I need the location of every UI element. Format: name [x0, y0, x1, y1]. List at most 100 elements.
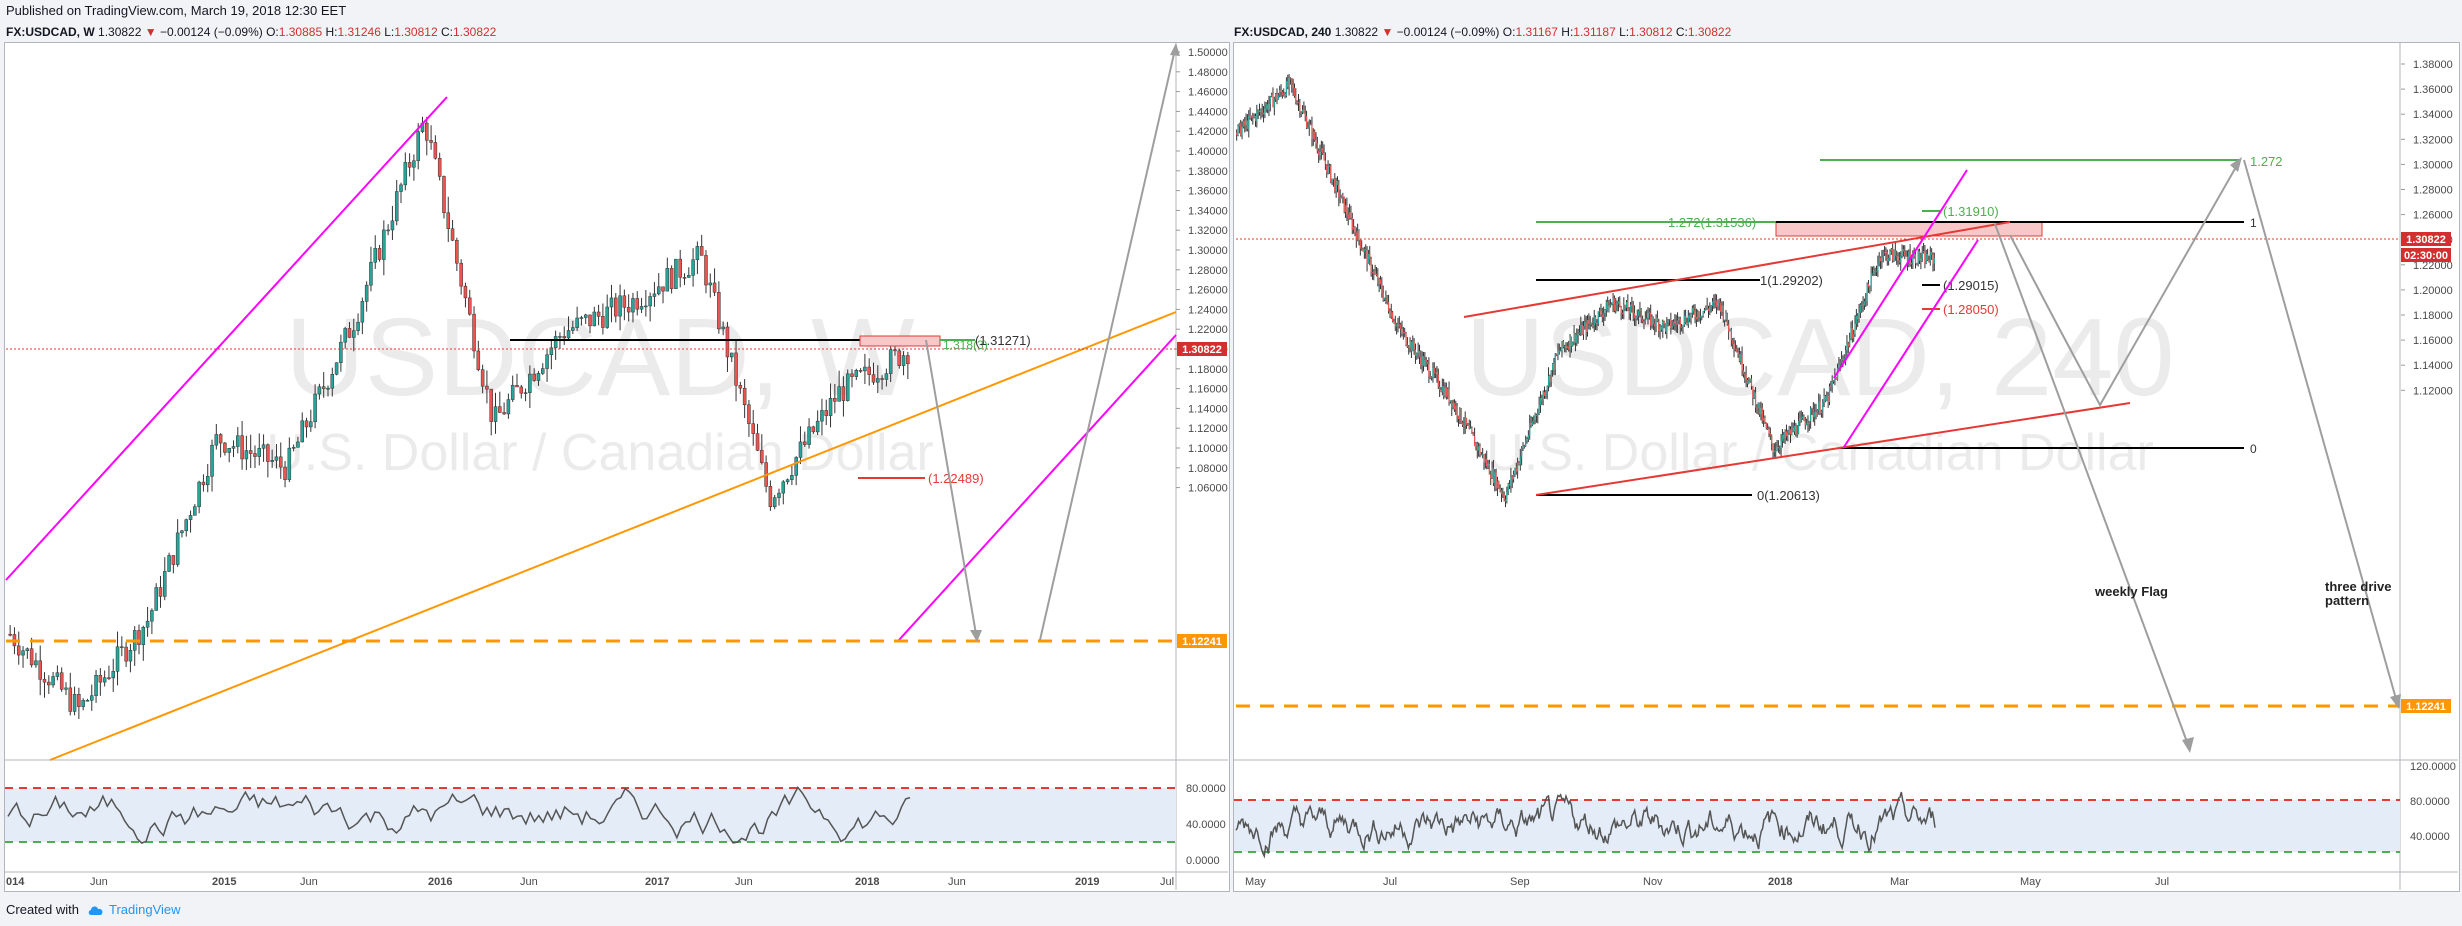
left-c-label: C:	[440, 25, 453, 39]
left-chart-frame[interactable]	[4, 42, 1230, 892]
right-candle	[1482, 454, 1484, 456]
left-price-tick-label: 1.22000	[1188, 324, 1228, 336]
left-price-axis[interactable]: 1.50000 1.48000 1.46000 1.44000 1.42000 1.400…	[1176, 47, 1228, 495]
right-candle	[1705, 306, 1707, 310]
right-candle	[1355, 232, 1357, 241]
right-price-tick-label: 1.28000	[2413, 185, 2453, 197]
right-candle	[1526, 439, 1528, 441]
right-candle	[1266, 104, 1269, 110]
right-candle	[1283, 93, 1285, 96]
right-candle	[1397, 324, 1399, 327]
right-level-1-label: 1	[2250, 216, 2257, 230]
right-candle	[1893, 250, 1895, 261]
left-candle	[768, 486, 773, 508]
right-candle	[1834, 377, 1836, 381]
right-candle	[1479, 446, 1481, 455]
right-magenta-channel-lower	[1843, 239, 1979, 448]
right-candle	[1285, 81, 1288, 96]
right-candle	[1744, 374, 1746, 376]
right-low: 1.30812	[1629, 25, 1673, 39]
right-time-tick-label: Sep	[1510, 876, 1530, 888]
right-candle	[1287, 81, 1289, 87]
right-candle	[1623, 304, 1625, 315]
left-candle	[510, 385, 515, 400]
left-h-label: H:	[325, 25, 338, 39]
right-candle	[1512, 473, 1515, 480]
left-candle	[150, 610, 154, 622]
right-candle	[1535, 414, 1538, 416]
right-candle	[1779, 448, 1781, 450]
right-candle	[1652, 316, 1654, 325]
left-candle	[867, 366, 871, 375]
right-rsi-axis: 120.0000 80.0000 40.0000	[2410, 761, 2456, 843]
left-candle	[790, 475, 794, 480]
right-price-axis[interactable]: 1.38000 1.36000 1.34000 1.32000 1.30000 1.280…	[2401, 59, 2453, 397]
right-price-badge-text: 1.30822	[2406, 234, 2446, 246]
right-candle	[1531, 421, 1534, 426]
right-candle	[1236, 132, 1238, 135]
right-price-tick-label: 1.22000	[2413, 260, 2453, 272]
right-candle	[1242, 120, 1244, 127]
right-candle	[1334, 178, 1336, 192]
right-candle	[1628, 310, 1630, 314]
left-candle	[34, 660, 38, 666]
right-candle	[1319, 151, 1321, 156]
left-candle	[16, 645, 21, 656]
right-candle	[1732, 339, 1734, 344]
right-chart-frame[interactable]	[1233, 42, 2460, 892]
left-rsi-axis: 80.0000 40.0000 0.0000	[1186, 783, 1226, 867]
right-candle	[1589, 322, 1591, 324]
right-candle	[1748, 380, 1750, 384]
left-time-tick-label: Jun	[520, 876, 538, 888]
right-candle	[1736, 348, 1738, 353]
right-candle	[1373, 271, 1375, 274]
left-candle	[583, 314, 588, 318]
right-candle	[1886, 252, 1888, 262]
right-candle	[1846, 343, 1848, 351]
right-candle	[1885, 251, 1887, 253]
left-candle	[858, 370, 863, 372]
left-candle	[541, 368, 545, 374]
right-candle	[1701, 316, 1703, 318]
right-candle	[1839, 363, 1841, 365]
right-candle	[1293, 87, 1296, 96]
left-price-tick-label: 1.44000	[1188, 106, 1228, 118]
right-candle	[1347, 214, 1349, 219]
right-candle	[1902, 249, 1905, 252]
right-candle	[1508, 483, 1511, 486]
right-candle	[1928, 260, 1930, 262]
tradingview-link[interactable]: TradingView	[87, 898, 181, 922]
right-candle	[1636, 316, 1638, 318]
right-candle	[1773, 450, 1775, 453]
left-arrow-head-up-icon	[1170, 43, 1180, 56]
right-candle	[1471, 427, 1473, 433]
right-candle	[1436, 372, 1438, 375]
right-candle	[1417, 350, 1419, 354]
right-candle	[1637, 310, 1640, 317]
right-price-tick-label: 1.16000	[2413, 335, 2453, 347]
right-candle	[1878, 257, 1880, 264]
left-candle	[64, 687, 68, 690]
left-time-axis[interactable]: 014 Jun 2015 Jun 2016 Jun 2017 Jun 2018 Jun 2019 Ju…	[6, 876, 1174, 888]
right-candle	[1888, 257, 1890, 262]
right-candle	[1279, 90, 1281, 96]
right-candle	[1527, 435, 1529, 440]
right-time-axis[interactable]: May Jul Sep Nov 2018 Mar May Jul	[1245, 876, 2169, 888]
right-candle	[1268, 104, 1270, 110]
right-candle	[1804, 420, 1806, 425]
left-price-tick-label: 1.36000	[1188, 186, 1228, 198]
right-candle	[1892, 249, 1894, 261]
right-candle	[1342, 195, 1344, 197]
right-candle	[1519, 456, 1521, 465]
left-candle	[493, 406, 498, 422]
right-candle	[1768, 428, 1770, 434]
left-candle	[863, 366, 867, 372]
right-candle	[1331, 178, 1333, 183]
right-candle	[1896, 255, 1898, 257]
left-candle	[394, 191, 399, 222]
right-p3-label: (1.28050)	[1943, 302, 1999, 317]
right-candle	[1343, 196, 1345, 212]
right-candle	[1261, 109, 1263, 113]
left-candle	[498, 406, 502, 413]
